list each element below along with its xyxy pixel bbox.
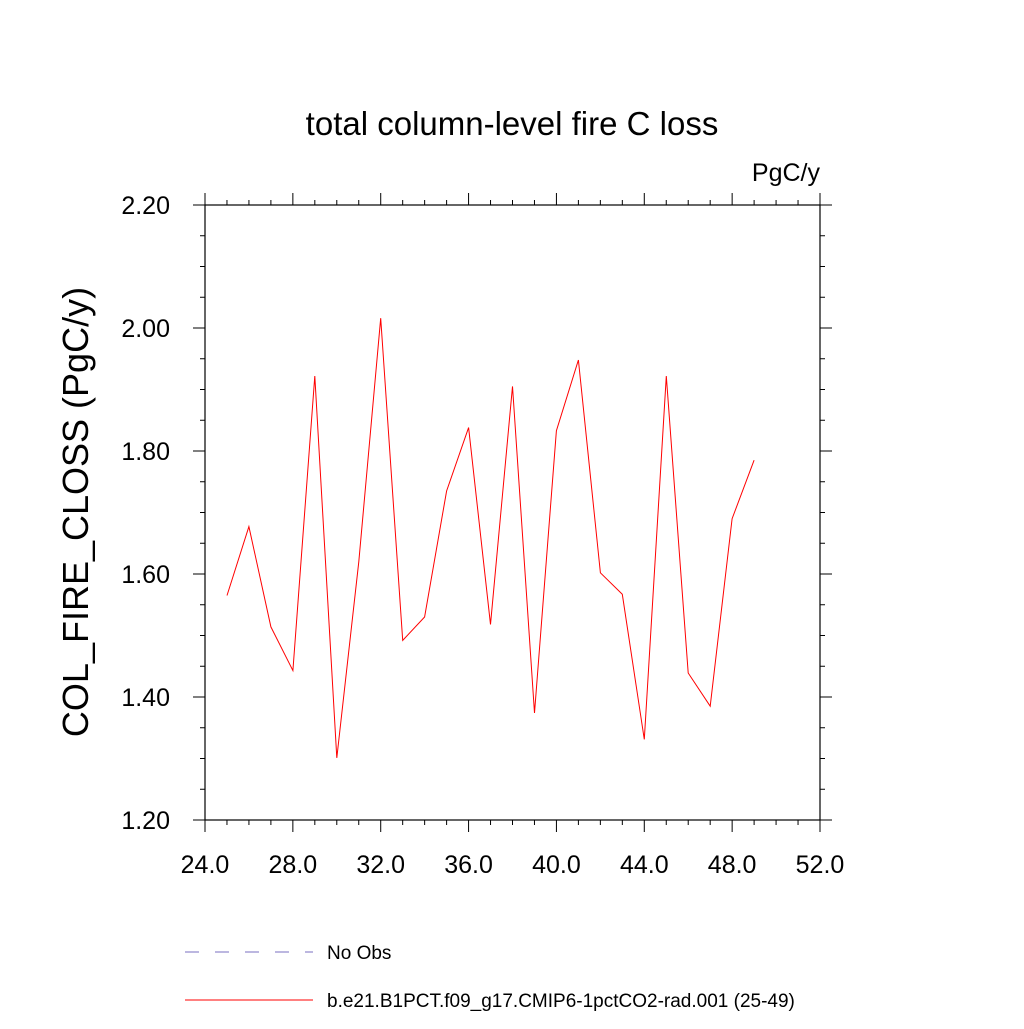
y-tick-label: 1.80 [121,438,170,466]
units-label: PgC/y [752,159,821,187]
y-axis-label: COL_FIRE_CLOSS (PgC/y) [55,287,96,737]
axis-ticks: 24.0 28.0 32.0 36.0 40.0 44.0 48.0 52.0 1.20 1.40… [121,192,844,879]
x-tick-label: 32.0 [356,851,405,879]
x-tick-label: 52.0 [796,851,845,879]
legend-label: No Obs [327,943,391,964]
y-tick-label: 2.00 [121,315,170,343]
plot-frame [204,204,821,821]
series-lines [226,318,755,758]
y-tick-label: 2.20 [121,192,170,220]
y-tick-label: 1.60 [121,561,170,589]
x-tick-label: 48.0 [708,851,757,879]
y-tick-label: 1.20 [121,807,170,835]
y-tick-label: 1.40 [121,684,170,712]
x-tick-label: 36.0 [444,851,493,879]
x-tick-label: 24.0 [181,851,230,879]
series-line [226,318,755,758]
x-tick-label: 28.0 [269,851,318,879]
legend-label: b.e21.B1PCT.f09_g17.CMIP6-1pctCO2-rad.00… [327,991,795,1012]
x-tick-label: 40.0 [532,851,581,879]
legend: No Obs b.e21.B1PCT.f09_g17.CMIP6-1pctCO2-… [185,943,795,1012]
chart-title: total column-level fire C loss [306,105,719,142]
x-tick-label: 44.0 [620,851,669,879]
